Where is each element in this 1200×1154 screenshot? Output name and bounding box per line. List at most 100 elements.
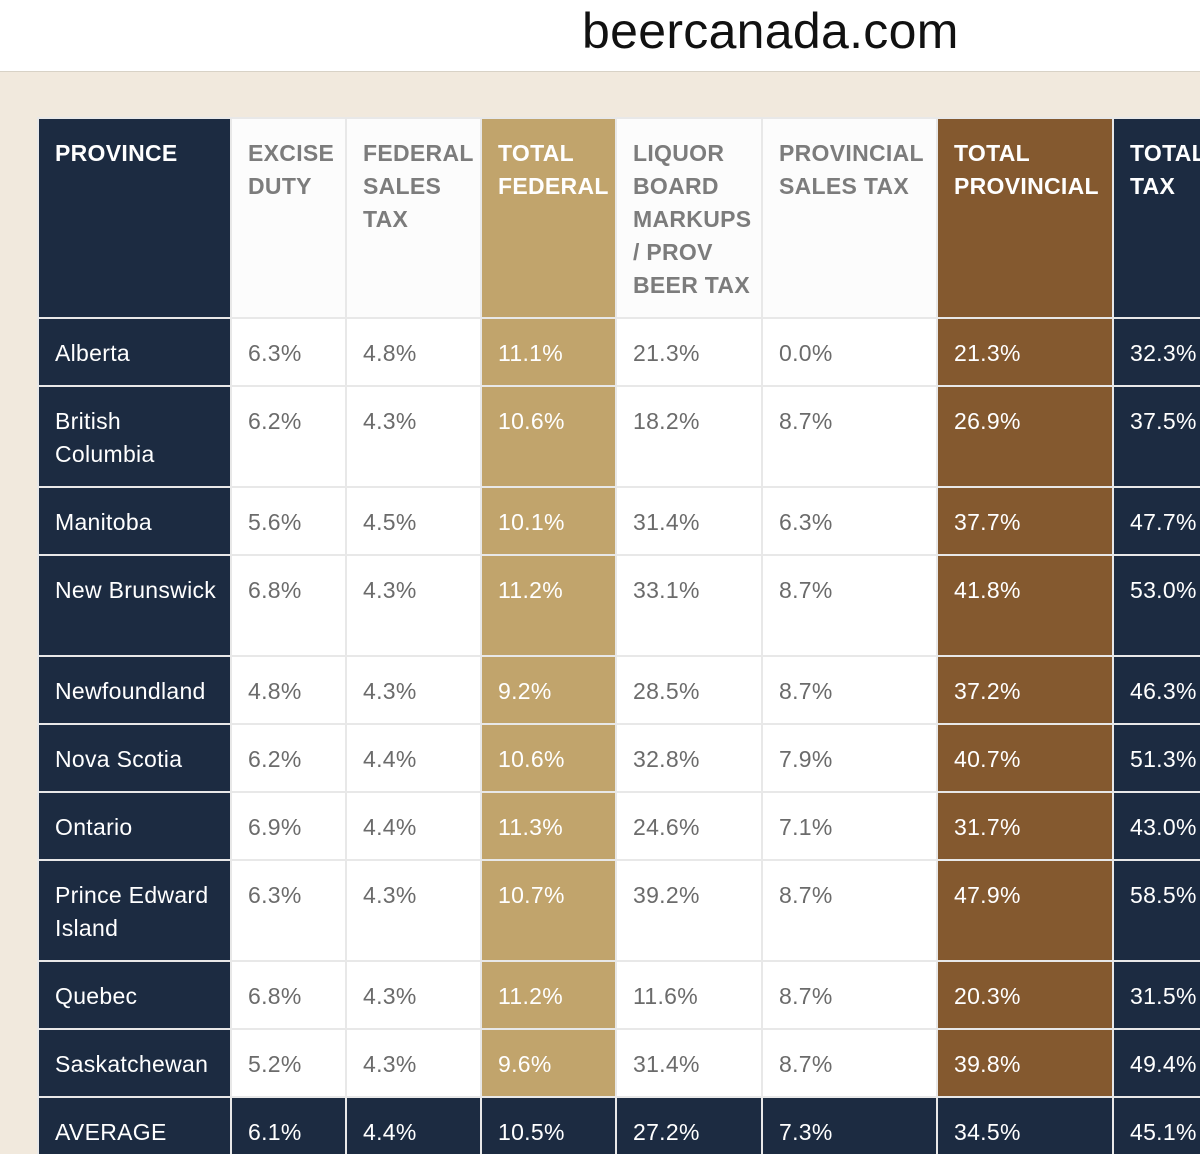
- cell-provincial-sales: 7.1%: [761, 791, 938, 861]
- site-url[interactable]: beercanada.com: [582, 3, 959, 59]
- cell-total-provincial: 26.9%: [936, 385, 1114, 488]
- header-row: PROVINCE EXCISE DUTY FEDERAL SALES TAX T…: [37, 117, 1200, 319]
- table-row: British Columbia 6.2% 4.3% 10.6% 18.2% 8…: [37, 385, 1200, 488]
- cell-federal-sales: 4.3%: [345, 859, 482, 962]
- cell-average-excise: 6.1%: [230, 1096, 347, 1154]
- cell-province: Alberta: [37, 317, 232, 387]
- cell-total-tax: 51.3%: [1112, 723, 1200, 793]
- cell-total-tax: 49.4%: [1112, 1028, 1200, 1098]
- cell-total-federal: 10.6%: [480, 385, 617, 488]
- cell-federal-sales: 4.4%: [345, 723, 482, 793]
- cell-total-tax: 58.5%: [1112, 859, 1200, 962]
- cell-excise: 6.3%: [230, 859, 347, 962]
- cell-average-total-tax: 45.1%: [1112, 1096, 1200, 1154]
- cell-liquor-markup: 31.4%: [615, 1028, 763, 1098]
- header-excise-duty: EXCISE DUTY: [230, 117, 347, 319]
- cell-total-federal: 11.2%: [480, 960, 617, 1030]
- beer-tax-table: PROVINCE EXCISE DUTY FEDERAL SALES TAX T…: [37, 117, 1200, 1154]
- cell-liquor-markup: 24.6%: [615, 791, 763, 861]
- table-row: Nova Scotia 6.2% 4.4% 10.6% 32.8% 7.9% 4…: [37, 723, 1200, 793]
- cell-total-federal: 11.2%: [480, 554, 617, 657]
- table-row: Quebec 6.8% 4.3% 11.2% 11.6% 8.7% 20.3% …: [37, 960, 1200, 1030]
- cell-excise: 6.8%: [230, 960, 347, 1030]
- cell-total-provincial: 41.8%: [936, 554, 1114, 657]
- cell-average-liquor-markup: 27.2%: [615, 1096, 763, 1154]
- cell-provincial-sales: 6.3%: [761, 486, 938, 556]
- cell-liquor-markup: 28.5%: [615, 655, 763, 725]
- cell-total-provincial: 40.7%: [936, 723, 1114, 793]
- cell-total-federal: 11.3%: [480, 791, 617, 861]
- cell-liquor-markup: 31.4%: [615, 486, 763, 556]
- table-row: Alberta 6.3% 4.8% 11.1% 21.3% 0.0% 21.3%…: [37, 317, 1200, 387]
- cell-average-label: AVERAGE: [37, 1096, 232, 1154]
- cell-total-tax: 32.3%: [1112, 317, 1200, 387]
- tax-table-container: PROVINCE EXCISE DUTY FEDERAL SALES TAX T…: [37, 117, 1200, 1154]
- header-total-provincial: TOTAL PROVINCIAL: [936, 117, 1114, 319]
- cell-total-tax: 47.7%: [1112, 486, 1200, 556]
- header-province: PROVINCE: [37, 117, 232, 319]
- table-row: New Brunswick 6.8% 4.3% 11.2% 33.1% 8.7%…: [37, 554, 1200, 657]
- table-row: Prince Edward Island 6.3% 4.3% 10.7% 39.…: [37, 859, 1200, 962]
- cell-excise: 6.3%: [230, 317, 347, 387]
- cell-total-tax: 53.0%: [1112, 554, 1200, 657]
- cell-liquor-markup: 21.3%: [615, 317, 763, 387]
- cell-federal-sales: 4.3%: [345, 1028, 482, 1098]
- cell-liquor-markup: 11.6%: [615, 960, 763, 1030]
- cell-total-federal: 10.7%: [480, 859, 617, 962]
- header-liquor-board-markups: LIQUOR BOARD MARKUPS / PROV BEER TAX: [615, 117, 763, 319]
- cell-total-provincial: 47.9%: [936, 859, 1114, 962]
- cell-total-tax: 46.3%: [1112, 655, 1200, 725]
- average-row: AVERAGE 6.1% 4.4% 10.5% 27.2% 7.3% 34.5%…: [37, 1096, 1200, 1154]
- cell-total-tax: 37.5%: [1112, 385, 1200, 488]
- cell-federal-sales: 4.8%: [345, 317, 482, 387]
- cell-province: Saskatchewan: [37, 1028, 232, 1098]
- cell-province: Ontario: [37, 791, 232, 861]
- cell-excise: 6.2%: [230, 385, 347, 488]
- table-row: Newfoundland 4.8% 4.3% 9.2% 28.5% 8.7% 3…: [37, 655, 1200, 725]
- header-total-tax: TOTAL TAX: [1112, 117, 1200, 319]
- browser-address-bar: beercanada.com: [0, 0, 1200, 72]
- cell-average-provincial-sales: 7.3%: [761, 1096, 938, 1154]
- cell-provincial-sales: 8.7%: [761, 655, 938, 725]
- cell-federal-sales: 4.4%: [345, 791, 482, 861]
- header-provincial-sales-tax: PROVINCIAL SALES TAX: [761, 117, 938, 319]
- cell-average-federal-sales: 4.4%: [345, 1096, 482, 1154]
- cell-total-tax: 43.0%: [1112, 791, 1200, 861]
- cell-total-provincial: 31.7%: [936, 791, 1114, 861]
- cell-excise: 6.2%: [230, 723, 347, 793]
- cell-total-federal: 9.6%: [480, 1028, 617, 1098]
- cell-liquor-markup: 32.8%: [615, 723, 763, 793]
- table-row: Manitoba 5.6% 4.5% 10.1% 31.4% 6.3% 37.7…: [37, 486, 1200, 556]
- cell-provincial-sales: 8.7%: [761, 554, 938, 657]
- cell-total-federal: 11.1%: [480, 317, 617, 387]
- cell-excise: 4.8%: [230, 655, 347, 725]
- cell-total-tax: 31.5%: [1112, 960, 1200, 1030]
- cell-federal-sales: 4.3%: [345, 960, 482, 1030]
- cell-excise: 5.6%: [230, 486, 347, 556]
- cell-federal-sales: 4.3%: [345, 554, 482, 657]
- cell-province: British Columbia: [37, 385, 232, 488]
- cell-total-provincial: 37.7%: [936, 486, 1114, 556]
- cell-province: Newfoundland: [37, 655, 232, 725]
- cell-provincial-sales: 0.0%: [761, 317, 938, 387]
- cell-average-total-federal: 10.5%: [480, 1096, 617, 1154]
- cell-provincial-sales: 8.7%: [761, 1028, 938, 1098]
- cell-federal-sales: 4.5%: [345, 486, 482, 556]
- cell-excise: 5.2%: [230, 1028, 347, 1098]
- cell-federal-sales: 4.3%: [345, 385, 482, 488]
- cell-total-provincial: 37.2%: [936, 655, 1114, 725]
- cell-total-provincial: 20.3%: [936, 960, 1114, 1030]
- cell-province: Manitoba: [37, 486, 232, 556]
- header-federal-sales-tax: FEDERAL SALES TAX: [345, 117, 482, 319]
- cell-total-federal: 10.6%: [480, 723, 617, 793]
- table-row: Ontario 6.9% 4.4% 11.3% 24.6% 7.1% 31.7%…: [37, 791, 1200, 861]
- cell-provincial-sales: 8.7%: [761, 859, 938, 962]
- cell-province: Nova Scotia: [37, 723, 232, 793]
- cell-average-total-provincial: 34.5%: [936, 1096, 1114, 1154]
- cell-total-federal: 10.1%: [480, 486, 617, 556]
- cell-province: Prince Edward Island: [37, 859, 232, 962]
- cell-provincial-sales: 8.7%: [761, 385, 938, 488]
- cell-provincial-sales: 8.7%: [761, 960, 938, 1030]
- table-row: Saskatchewan 5.2% 4.3% 9.6% 31.4% 8.7% 3…: [37, 1028, 1200, 1098]
- cell-provincial-sales: 7.9%: [761, 723, 938, 793]
